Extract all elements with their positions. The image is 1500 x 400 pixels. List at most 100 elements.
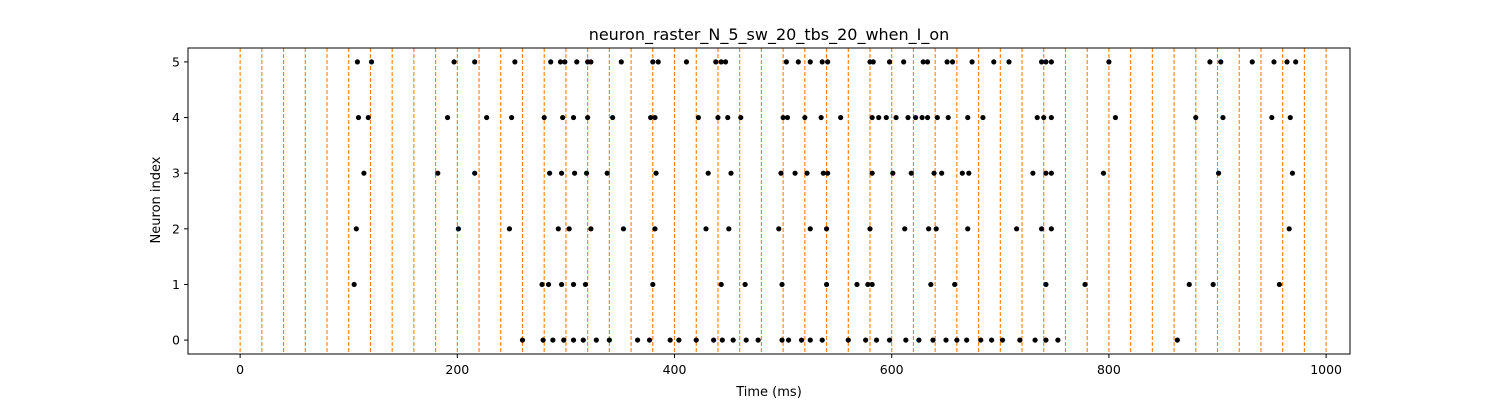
spike-point (1293, 59, 1299, 65)
spike-point (570, 114, 577, 121)
spike-point (655, 59, 661, 65)
spike-point (1048, 226, 1054, 232)
spike-point (798, 337, 805, 343)
spike-point (1032, 337, 1038, 343)
spike-point (945, 114, 951, 121)
spike-point (618, 59, 624, 65)
spike-point (667, 337, 673, 343)
spike-point (1269, 114, 1275, 121)
spike-point (870, 59, 876, 65)
spike-point (455, 226, 462, 232)
spike-point (755, 337, 761, 343)
spike-point (562, 59, 568, 65)
y-tick-label: 0 (172, 333, 180, 348)
spike-point (652, 226, 658, 232)
spike-point (1043, 170, 1049, 176)
spike-point (802, 114, 808, 121)
spike-point (451, 59, 457, 65)
spike-point (742, 281, 748, 288)
y-tick-label: 1 (172, 277, 180, 292)
spike-point (845, 337, 851, 343)
spike-point (509, 114, 515, 121)
spike-point (901, 59, 907, 65)
spike-point (965, 226, 971, 232)
spike-point (351, 281, 357, 288)
spike-point (646, 337, 653, 343)
spike-point (572, 170, 578, 176)
plot-frame (187, 47, 1351, 355)
spike-point (780, 114, 786, 121)
spike-point (818, 114, 824, 121)
spike-point (1041, 114, 1047, 121)
spike-point (893, 114, 899, 121)
spike-point (933, 226, 939, 232)
spike-point (965, 114, 971, 121)
trigger-vlines (239, 48, 1327, 354)
spike-point (869, 114, 875, 121)
spike-point (728, 170, 734, 176)
spike-point (863, 337, 869, 343)
spike-point (582, 281, 589, 288)
spike-point (930, 337, 936, 343)
spike-point (693, 337, 699, 343)
spike-point (683, 59, 690, 65)
spike-point (1014, 226, 1020, 232)
spike-point (913, 114, 919, 121)
spike-point (1043, 59, 1049, 65)
spike-point (1017, 337, 1023, 343)
spike-point (713, 59, 719, 65)
spike-point (368, 59, 375, 65)
spike-point (1048, 59, 1054, 65)
spike-point (730, 337, 736, 343)
spike-point (355, 114, 362, 121)
spike-point (695, 114, 702, 121)
spike-point (949, 59, 956, 65)
spike-point (472, 59, 478, 65)
spike-point (807, 59, 813, 65)
spike-point (886, 59, 893, 65)
spike-point (738, 114, 744, 121)
spike-point (873, 337, 880, 343)
spike-point (964, 337, 970, 343)
spike-point (558, 281, 565, 288)
spike-point (653, 170, 659, 176)
spike-point (869, 281, 875, 288)
spike-point (943, 337, 949, 343)
spike-point (795, 59, 801, 65)
spike-point (989, 337, 995, 343)
spike-point (444, 114, 451, 121)
spike-point (548, 59, 554, 65)
spike-point (928, 281, 934, 288)
x-tick-label: 400 (663, 362, 687, 377)
spike-point (583, 170, 590, 176)
spike-point (519, 337, 526, 343)
spike-point (926, 226, 932, 232)
spike-point (547, 170, 553, 176)
spike-point (905, 114, 911, 121)
spike-point (650, 281, 656, 288)
spike-point (561, 337, 567, 343)
spike-point (1284, 59, 1290, 65)
spike-point (1207, 59, 1213, 65)
x-tick-label: 600 (880, 362, 904, 377)
spike-point (778, 170, 784, 176)
spike-point (1220, 114, 1226, 121)
spike-point (792, 170, 798, 176)
x-tick-label: 0 (236, 362, 244, 377)
spike-point (539, 281, 545, 288)
spike-point (939, 170, 945, 176)
y-tick-label: 4 (172, 110, 180, 125)
spike-point (991, 59, 997, 65)
spike-point (969, 59, 975, 65)
y-axis-label: Neuron index (149, 156, 164, 243)
spike-point (361, 170, 367, 176)
spike-point (825, 59, 831, 65)
x-tick-label: 800 (1097, 362, 1121, 377)
spike-point (1030, 170, 1036, 176)
spike-point (999, 337, 1006, 343)
spike-point (931, 170, 937, 176)
spike-point (541, 114, 547, 121)
spike-point (1055, 337, 1061, 343)
y-axis-ticks: 0 1 2 3 4 5 (172, 54, 188, 348)
